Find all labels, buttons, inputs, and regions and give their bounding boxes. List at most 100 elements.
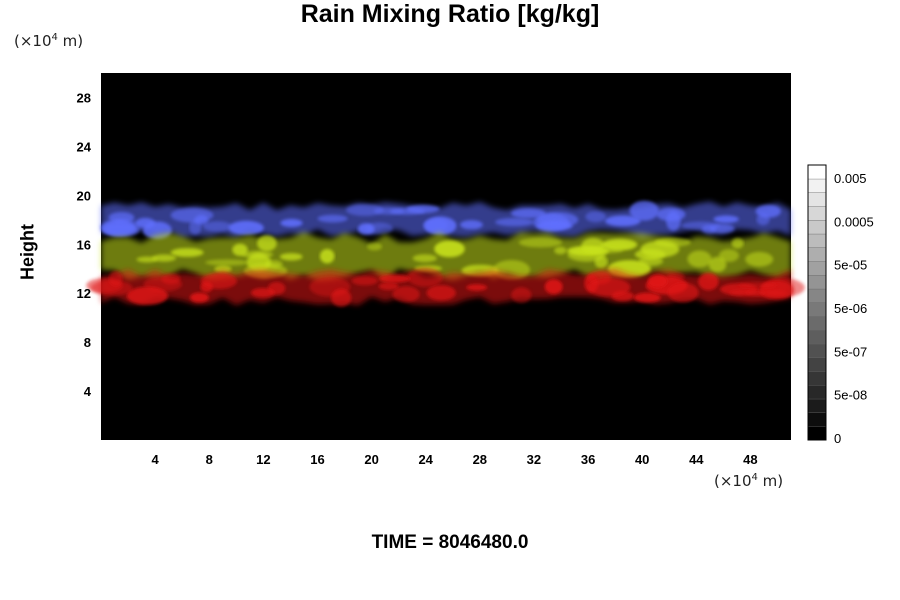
y-tick-label: 20	[77, 188, 91, 203]
rain-cell	[351, 276, 379, 286]
rain-cell	[202, 221, 232, 232]
chart-title: Rain Mixing Ratio [kg/kg]	[300, 0, 600, 28]
x-tick-label: 8	[206, 452, 213, 467]
rain-band-yellow	[101, 232, 791, 281]
rain-cell	[228, 220, 264, 235]
rain-cell	[250, 287, 275, 298]
colorbar-step	[807, 329, 827, 345]
y-unit-prefix: (×10	[14, 32, 52, 50]
rain-cell	[629, 200, 659, 221]
colorbar-step	[807, 288, 827, 304]
colorbar-frame	[807, 164, 827, 441]
rain-cell	[731, 238, 744, 249]
rain-cell	[412, 254, 437, 263]
y-tick-label: 16	[77, 237, 91, 252]
rain-cell	[378, 282, 399, 291]
rain-cell	[638, 256, 664, 266]
rain-cell	[135, 217, 155, 229]
y-axis-unit: (×104 m)	[14, 32, 83, 50]
x-tick-label: 36	[581, 452, 595, 467]
rain-cell	[152, 254, 177, 262]
x-tick-label: 32	[527, 452, 541, 467]
rain-cell	[346, 204, 384, 216]
rain-cell	[708, 256, 727, 273]
y-tick-label: 4	[84, 384, 92, 399]
rain-band-blue	[100, 200, 791, 240]
rain-cell	[392, 286, 420, 303]
x-tick-label: 40	[635, 452, 649, 467]
colorbar-step	[807, 178, 827, 194]
colorbar-label: 5e-07	[834, 344, 867, 359]
colorbar-step	[807, 164, 827, 180]
rain-cell	[466, 284, 488, 291]
x-tick-label: 20	[364, 452, 378, 467]
rain-cell	[745, 251, 774, 267]
colorbar-step	[807, 192, 827, 207]
rain-cell	[602, 238, 638, 251]
rain-cell	[265, 260, 283, 269]
x-axis-ticks: 4 8 12 16 20 24 28 32 36 40 44 48	[151, 452, 757, 467]
rain-cell	[170, 248, 204, 257]
rain-cell	[367, 242, 382, 251]
colorbar-label: 0	[834, 431, 841, 446]
rain-cell	[190, 292, 209, 303]
colorbar-step	[807, 426, 827, 441]
rain-cell	[205, 259, 249, 266]
rain-cell	[579, 247, 624, 254]
y-unit-suffix: m)	[57, 32, 84, 50]
rain-cell	[756, 213, 770, 226]
x-tick-label: 24	[418, 452, 433, 467]
rain-cell	[587, 278, 631, 297]
x-tick-label: 16	[310, 452, 324, 467]
rain-cell	[200, 273, 237, 289]
colorbar-step	[807, 316, 827, 331]
rain-cell	[518, 237, 563, 248]
rain-cell	[189, 219, 202, 235]
rain-cell	[331, 288, 352, 307]
colorbar-step	[807, 261, 827, 276]
colorbar-step	[807, 398, 827, 414]
x-tick-label: 12	[256, 452, 270, 467]
rain-cell	[407, 267, 443, 287]
colorbar-step	[807, 274, 827, 290]
rain-cell	[459, 220, 483, 230]
y-tick-label: 12	[77, 286, 91, 301]
x-tick-label: 48	[743, 452, 757, 467]
rain-cell	[554, 246, 567, 255]
rain-cell	[713, 215, 739, 223]
colorbar-step	[807, 206, 827, 221]
rain-cell	[585, 211, 606, 223]
colorbar-step	[807, 247, 827, 262]
rain-bands	[86, 200, 805, 307]
y-tick-label: 8	[84, 335, 91, 350]
rain-cell	[687, 250, 712, 268]
colorbar: 0.005 0.0005 5e-05 5e-06 5e-07 5e-08 0	[807, 164, 874, 446]
x-unit-prefix: (×10	[714, 472, 752, 490]
y-tick-label: 28	[77, 91, 91, 106]
colorbar-label: 5e-08	[834, 388, 867, 403]
y-tick-label: 24	[77, 139, 92, 154]
colorbar-label: 5e-05	[834, 258, 867, 273]
time-label: TIME = 8046480.0	[371, 532, 529, 553]
colorbar-step	[807, 343, 827, 359]
colorbar-step	[807, 302, 827, 317]
x-tick-label: 44	[689, 452, 704, 467]
colorbar-label: 5e-06	[834, 301, 867, 316]
colorbar-step	[807, 384, 827, 400]
y-axis-ticks: 4 8 12 16 20 24 28	[77, 91, 92, 400]
rain-cell	[424, 216, 457, 235]
colorbar-step	[807, 357, 827, 372]
rain-cell	[105, 219, 141, 237]
colorbar-step	[807, 412, 827, 427]
rain-cell	[709, 223, 735, 234]
rain-cell	[718, 249, 739, 262]
rain-cell	[241, 250, 274, 259]
rain-cell	[605, 215, 641, 227]
rain-cell	[357, 223, 375, 235]
rain-cell	[640, 241, 680, 258]
rain-cell	[729, 289, 766, 297]
rain-cell	[406, 204, 440, 214]
rain-cell	[495, 217, 534, 227]
rain-cell	[317, 214, 348, 223]
colorbar-step	[807, 219, 827, 235]
